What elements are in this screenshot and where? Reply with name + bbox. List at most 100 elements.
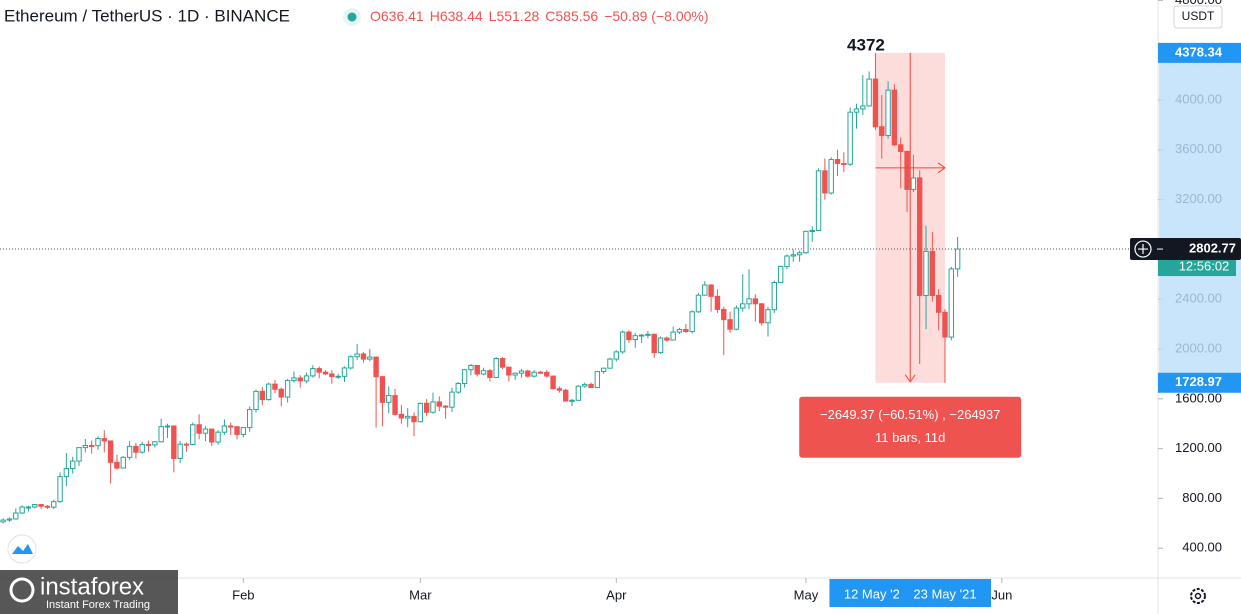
candle-body	[139, 444, 145, 453]
ohlc-item: L551.28	[489, 8, 540, 24]
x-tick-label: Feb	[232, 587, 254, 602]
range-start-label: 12 May '21	[844, 586, 907, 601]
candle-body	[733, 307, 740, 330]
candle-body	[51, 501, 57, 508]
measure-bars: 11 bars, 11d	[875, 430, 945, 445]
candle-body	[82, 445, 89, 449]
measure-stats: −2649.37 (−60.51%) , −264937	[820, 407, 1000, 422]
candle-body	[651, 333, 657, 354]
candle-body	[177, 443, 183, 459]
candle-body	[828, 159, 834, 194]
candle-body	[550, 375, 556, 390]
candle-body	[379, 376, 386, 403]
candle-body	[234, 426, 240, 435]
candle-body	[209, 428, 215, 443]
candle-body	[480, 370, 487, 375]
candle-body	[442, 405, 449, 408]
candle-body	[796, 252, 803, 256]
currency-label: USDT	[1182, 9, 1215, 23]
candle-body	[872, 78, 879, 128]
candle-body	[898, 144, 904, 152]
settings-gear[interactable]	[1190, 588, 1206, 604]
candle-body	[822, 170, 828, 194]
x-tick-label: May	[794, 587, 819, 602]
range-end-label-bg	[898, 579, 991, 607]
watermark: instaforex Instant Forex Trading	[0, 570, 178, 614]
price-range-shade	[1159, 52, 1241, 383]
candle-body	[240, 427, 247, 435]
countdown-label: 12:56:02	[1179, 258, 1230, 273]
y-tick-label: 400.00	[1182, 540, 1222, 555]
candle-body	[841, 162, 847, 165]
candle-body	[758, 303, 765, 324]
range-low-label: 1728.97	[1175, 374, 1222, 389]
candle-body	[367, 356, 373, 360]
axes: 400.00800.001200.001600.002000.002400.00…	[232, 0, 1241, 607]
candle-body	[790, 254, 796, 257]
measure-v-head	[904, 374, 916, 383]
candle-body	[38, 504, 44, 507]
candle-body	[449, 391, 455, 408]
range-high-label: 4378.34	[1175, 44, 1223, 59]
candle-body	[202, 428, 209, 434]
candle-body	[506, 366, 512, 376]
currency-box[interactable]: USDT	[1173, 5, 1223, 29]
candle-body	[221, 425, 228, 433]
range-end-label: 23 May '21	[913, 586, 976, 601]
candle-body	[25, 506, 32, 509]
candle-body	[948, 268, 955, 338]
candle-body	[702, 284, 708, 296]
candle-body	[405, 415, 411, 419]
candle-body	[152, 441, 158, 446]
candle-body	[537, 371, 544, 374]
candle-body	[670, 331, 676, 341]
candle-body	[525, 370, 531, 377]
candle-body	[461, 369, 468, 385]
candle-body	[474, 364, 480, 375]
candle-body	[265, 383, 272, 401]
candle-body	[771, 282, 778, 311]
candle-body	[171, 425, 177, 459]
candle-body	[638, 334, 645, 337]
candle-body	[107, 440, 114, 463]
candle-body	[727, 319, 733, 330]
candle-body	[588, 383, 594, 388]
candle-body	[645, 333, 651, 336]
candle-body	[657, 337, 664, 354]
candle-body	[904, 150, 910, 190]
watermark-tagline: Instant Forex Trading	[46, 599, 150, 611]
candle-body	[69, 460, 76, 470]
candle-body	[63, 468, 70, 478]
watermark-name: instaforex	[40, 573, 144, 600]
y-tick-label: 4800.00	[1175, 0, 1222, 7]
settings[interactable]	[1190, 588, 1206, 604]
candle-body	[594, 371, 601, 388]
logo-mark	[12, 544, 33, 554]
candle-body	[13, 512, 19, 520]
candle-body	[784, 255, 790, 268]
candle-body	[145, 444, 152, 447]
candle-body	[929, 250, 936, 296]
candle-body	[468, 364, 474, 371]
candle-body	[386, 395, 392, 403]
candle-body	[809, 229, 815, 232]
candle-body	[164, 425, 171, 428]
candle-body	[291, 377, 297, 382]
candle-body	[556, 388, 563, 391]
candle-body	[101, 438, 107, 442]
ohlc-item: H638.44	[430, 8, 483, 24]
candle-body	[544, 371, 550, 377]
candle-body	[44, 505, 51, 508]
candle-body	[803, 230, 809, 254]
candle-body	[126, 445, 133, 458]
candle-body	[411, 415, 417, 423]
candle-body	[19, 506, 25, 514]
candle-body	[0, 519, 6, 523]
candle-body	[916, 177, 923, 296]
x-tick-label: Jun	[991, 587, 1012, 602]
candle-body	[316, 368, 322, 373]
candle-body	[689, 311, 695, 333]
ohlc-item: C585.56	[545, 8, 598, 24]
